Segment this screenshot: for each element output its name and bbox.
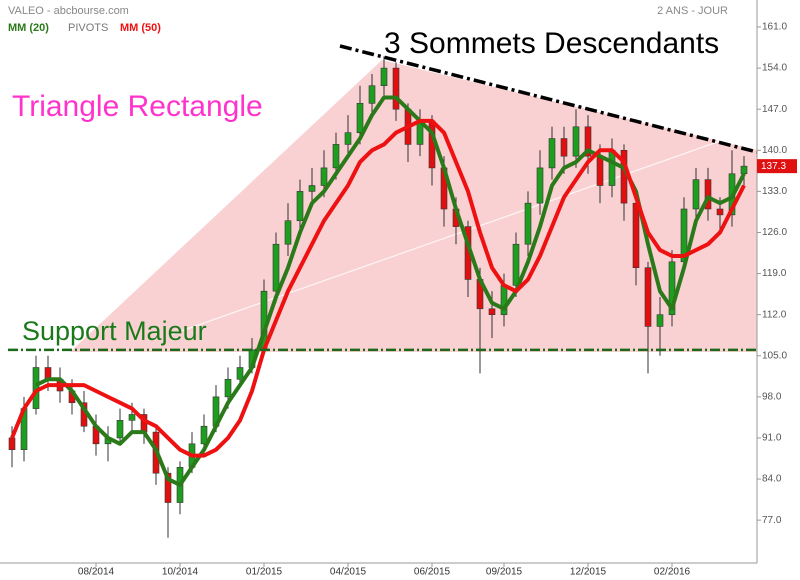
y-tick-label: 98.0 (762, 391, 782, 402)
candle-body (116, 420, 124, 439)
candle-body (692, 179, 700, 210)
candle-body (356, 103, 364, 133)
candle-body (368, 85, 376, 104)
legend-entry: MM (50) (120, 22, 161, 34)
candle-body (512, 243, 520, 286)
y-tick-label: 77.0 (762, 515, 782, 526)
y-tick-label: 147.0 (762, 104, 787, 115)
x-tick-label: 10/2014 (162, 567, 199, 578)
candle-body (164, 472, 172, 503)
candle-body (584, 126, 592, 157)
candle-body (656, 314, 664, 327)
candle-body (236, 367, 244, 380)
candle-body (128, 414, 136, 421)
x-tick-label: 01/2015 (246, 567, 283, 578)
candle-body (224, 378, 232, 398)
y-tick-label: 112.0 (762, 309, 787, 320)
candle-body (380, 67, 388, 87)
candle-body (320, 167, 328, 186)
candle-body (488, 308, 496, 315)
annotation: 3 Sommets Descendants (384, 27, 719, 60)
legend-entry: PIVOTS (68, 22, 108, 34)
y-tick-label: 91.0 (762, 433, 782, 444)
y-tick-label: 140.0 (762, 145, 787, 156)
candle-body (632, 202, 640, 269)
candle-body (668, 261, 676, 315)
candle-body (716, 208, 724, 216)
candle-body (536, 167, 544, 204)
resistance-line (339, 44, 758, 154)
y-tick-label: 84.0 (762, 474, 782, 485)
candle-body (392, 67, 400, 110)
chart-title: VALEO - abcbourse.com (8, 5, 129, 17)
candle-body (596, 155, 604, 186)
x-tick-label: 04/2015 (330, 567, 367, 578)
candle-body (296, 191, 304, 222)
candle-body (524, 202, 532, 245)
candle-body (548, 138, 556, 169)
y-tick-label: 105.0 (762, 350, 787, 361)
x-tick-label: 06/2015 (414, 567, 451, 578)
candle-body (284, 220, 292, 245)
candle-body (200, 425, 208, 445)
y-tick-label: 133.0 (762, 186, 787, 197)
period-label: 2 ANS - JOUR (657, 5, 728, 17)
candle-body (272, 243, 280, 292)
x-tick-label: 12/2015 (570, 567, 607, 578)
candle-body (608, 149, 616, 186)
x-tick-label: 02/2016 (654, 567, 691, 578)
candle-body (644, 267, 652, 327)
candle-body (572, 126, 580, 157)
legend-entry: MM (20) (8, 22, 49, 34)
y-tick-label: 154.0 (762, 63, 787, 74)
y-tick-label: 161.0 (762, 22, 787, 33)
x-tick-label: 09/2015 (486, 567, 523, 578)
annotation: Support Majeur (22, 316, 207, 346)
annotation: Triangle Rectangle (12, 90, 263, 123)
last-price-box (757, 159, 797, 174)
y-tick-label: 119.0 (762, 268, 787, 279)
candle-body (704, 179, 712, 210)
y-tick-label: 126.0 (762, 227, 787, 238)
last-price-label: 137.3 (761, 161, 786, 172)
candle-body (344, 132, 352, 145)
candle-body (308, 185, 316, 192)
x-tick-label: 08/2014 (78, 567, 115, 578)
candle-body (8, 437, 16, 450)
candle-body (332, 144, 340, 169)
moving-average (10, 118, 746, 458)
candle-body (560, 138, 568, 157)
candle-body (740, 165, 748, 175)
